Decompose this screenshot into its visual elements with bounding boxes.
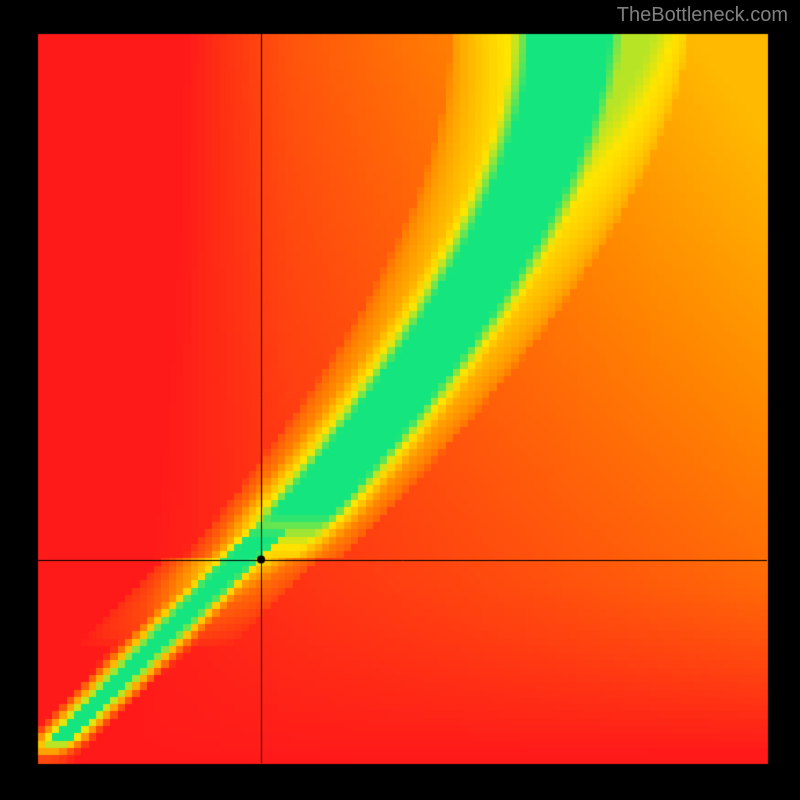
chart-container: TheBottleneck.com [0, 0, 800, 800]
watermark-label: TheBottleneck.com [617, 4, 788, 27]
heatmap-canvas [0, 0, 800, 800]
